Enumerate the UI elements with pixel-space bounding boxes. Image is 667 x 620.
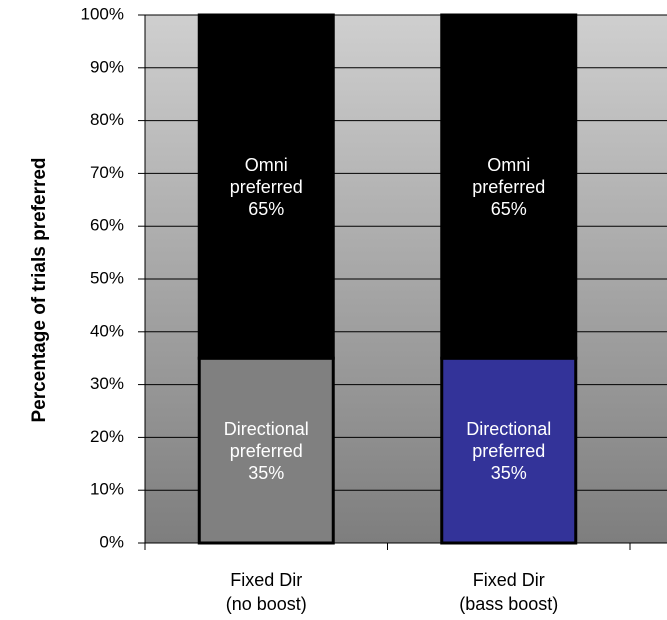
y-tick-label: 20% — [90, 427, 124, 446]
segment-label: Directional preferred — [223, 418, 309, 461]
bar-segment — [440, 356, 578, 545]
x-tick-label: Fixed Dir (bass boost) — [459, 570, 559, 614]
bar-segment — [197, 13, 335, 360]
y-tick-label: 100% — [81, 4, 124, 23]
bar-segment — [197, 356, 335, 545]
y-tick-label: 70% — [90, 163, 124, 182]
y-tick-label: 90% — [90, 57, 124, 76]
data-label: 35% — [490, 462, 527, 483]
y-tick-label: 30% — [90, 374, 124, 393]
segment-label: Omni preferred — [472, 154, 546, 197]
x-tick-label: Fixed Dir (no boost) — [225, 570, 307, 614]
segment-label: Omni preferred — [229, 154, 303, 197]
y-tick-label: 60% — [90, 216, 124, 235]
y-tick-label: 40% — [90, 321, 124, 340]
y-axis-label: Percentage of trials preferred — [29, 157, 50, 422]
data-label: 65% — [248, 198, 285, 219]
data-label: 35% — [248, 462, 285, 483]
y-tick-label: 50% — [90, 268, 124, 287]
data-label: 65% — [490, 198, 527, 219]
y-tick-label: 10% — [90, 480, 124, 499]
segment-label: Directional preferred — [466, 418, 552, 461]
y-tick-label: 0% — [99, 532, 124, 551]
y-tick-label: 80% — [90, 110, 124, 129]
bar-segment — [440, 13, 578, 360]
